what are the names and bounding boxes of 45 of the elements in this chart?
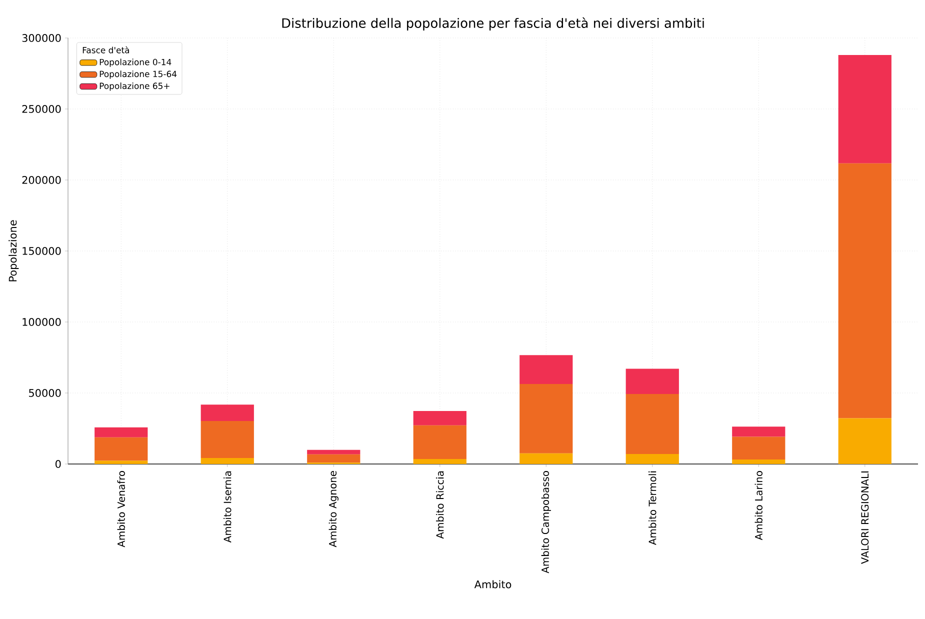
y-tick-label: 50000 xyxy=(29,389,61,397)
bar xyxy=(626,394,679,454)
bar xyxy=(94,427,148,438)
bar xyxy=(732,459,786,464)
x-tick-label: Ambito Isernia xyxy=(224,471,232,543)
bar xyxy=(94,437,148,461)
x-tick-label: Ambito Agnone xyxy=(328,471,338,548)
x-tick-label: Ambito Venafro xyxy=(117,471,125,548)
x-axis-title: Ambito xyxy=(474,580,512,588)
bar xyxy=(626,454,679,464)
bar xyxy=(838,55,892,164)
x-tick-label: Ambito Campobasso xyxy=(541,471,551,574)
y-tick-label: 300000 xyxy=(22,34,61,42)
bar xyxy=(200,404,254,421)
legend-label: Popolazione 0-14 xyxy=(100,58,172,67)
bar xyxy=(94,460,148,464)
bar xyxy=(307,450,360,454)
y-tick-label: 200000 xyxy=(22,176,61,184)
bar xyxy=(838,163,892,418)
x-tick-label: Ambito Riccia xyxy=(436,471,444,539)
bar xyxy=(626,368,679,394)
legend-label: Popolazione 65+ xyxy=(100,82,170,91)
bar xyxy=(200,420,254,458)
y-tick-label: 150000 xyxy=(22,247,61,255)
y-tick-label: 100000 xyxy=(22,318,61,326)
x-tick-label: VALORI REGIONALI xyxy=(861,471,869,564)
bar xyxy=(732,426,786,437)
y-axis-title: Popolazione xyxy=(8,220,19,282)
x-tick-label: Ambito Larino xyxy=(754,471,762,540)
x-tick-label: Ambito Termoli xyxy=(648,471,656,545)
bar xyxy=(413,411,466,426)
bar xyxy=(520,453,573,464)
bar xyxy=(413,425,466,460)
y-tick-label: 250000 xyxy=(22,105,61,113)
bar xyxy=(200,458,254,464)
bar xyxy=(413,459,466,464)
legend-label: Popolazione 15-64 xyxy=(100,70,177,79)
y-tick-label: 0 xyxy=(56,460,61,468)
chart-title: Distribuzione della popolazione per fascia d'età nei diversi ambiti xyxy=(282,17,704,30)
legend-title: Fasce d'età xyxy=(82,46,129,54)
bar xyxy=(732,436,786,460)
bar xyxy=(838,418,892,464)
bar xyxy=(520,384,573,454)
bar xyxy=(520,355,573,384)
bar xyxy=(307,454,360,463)
